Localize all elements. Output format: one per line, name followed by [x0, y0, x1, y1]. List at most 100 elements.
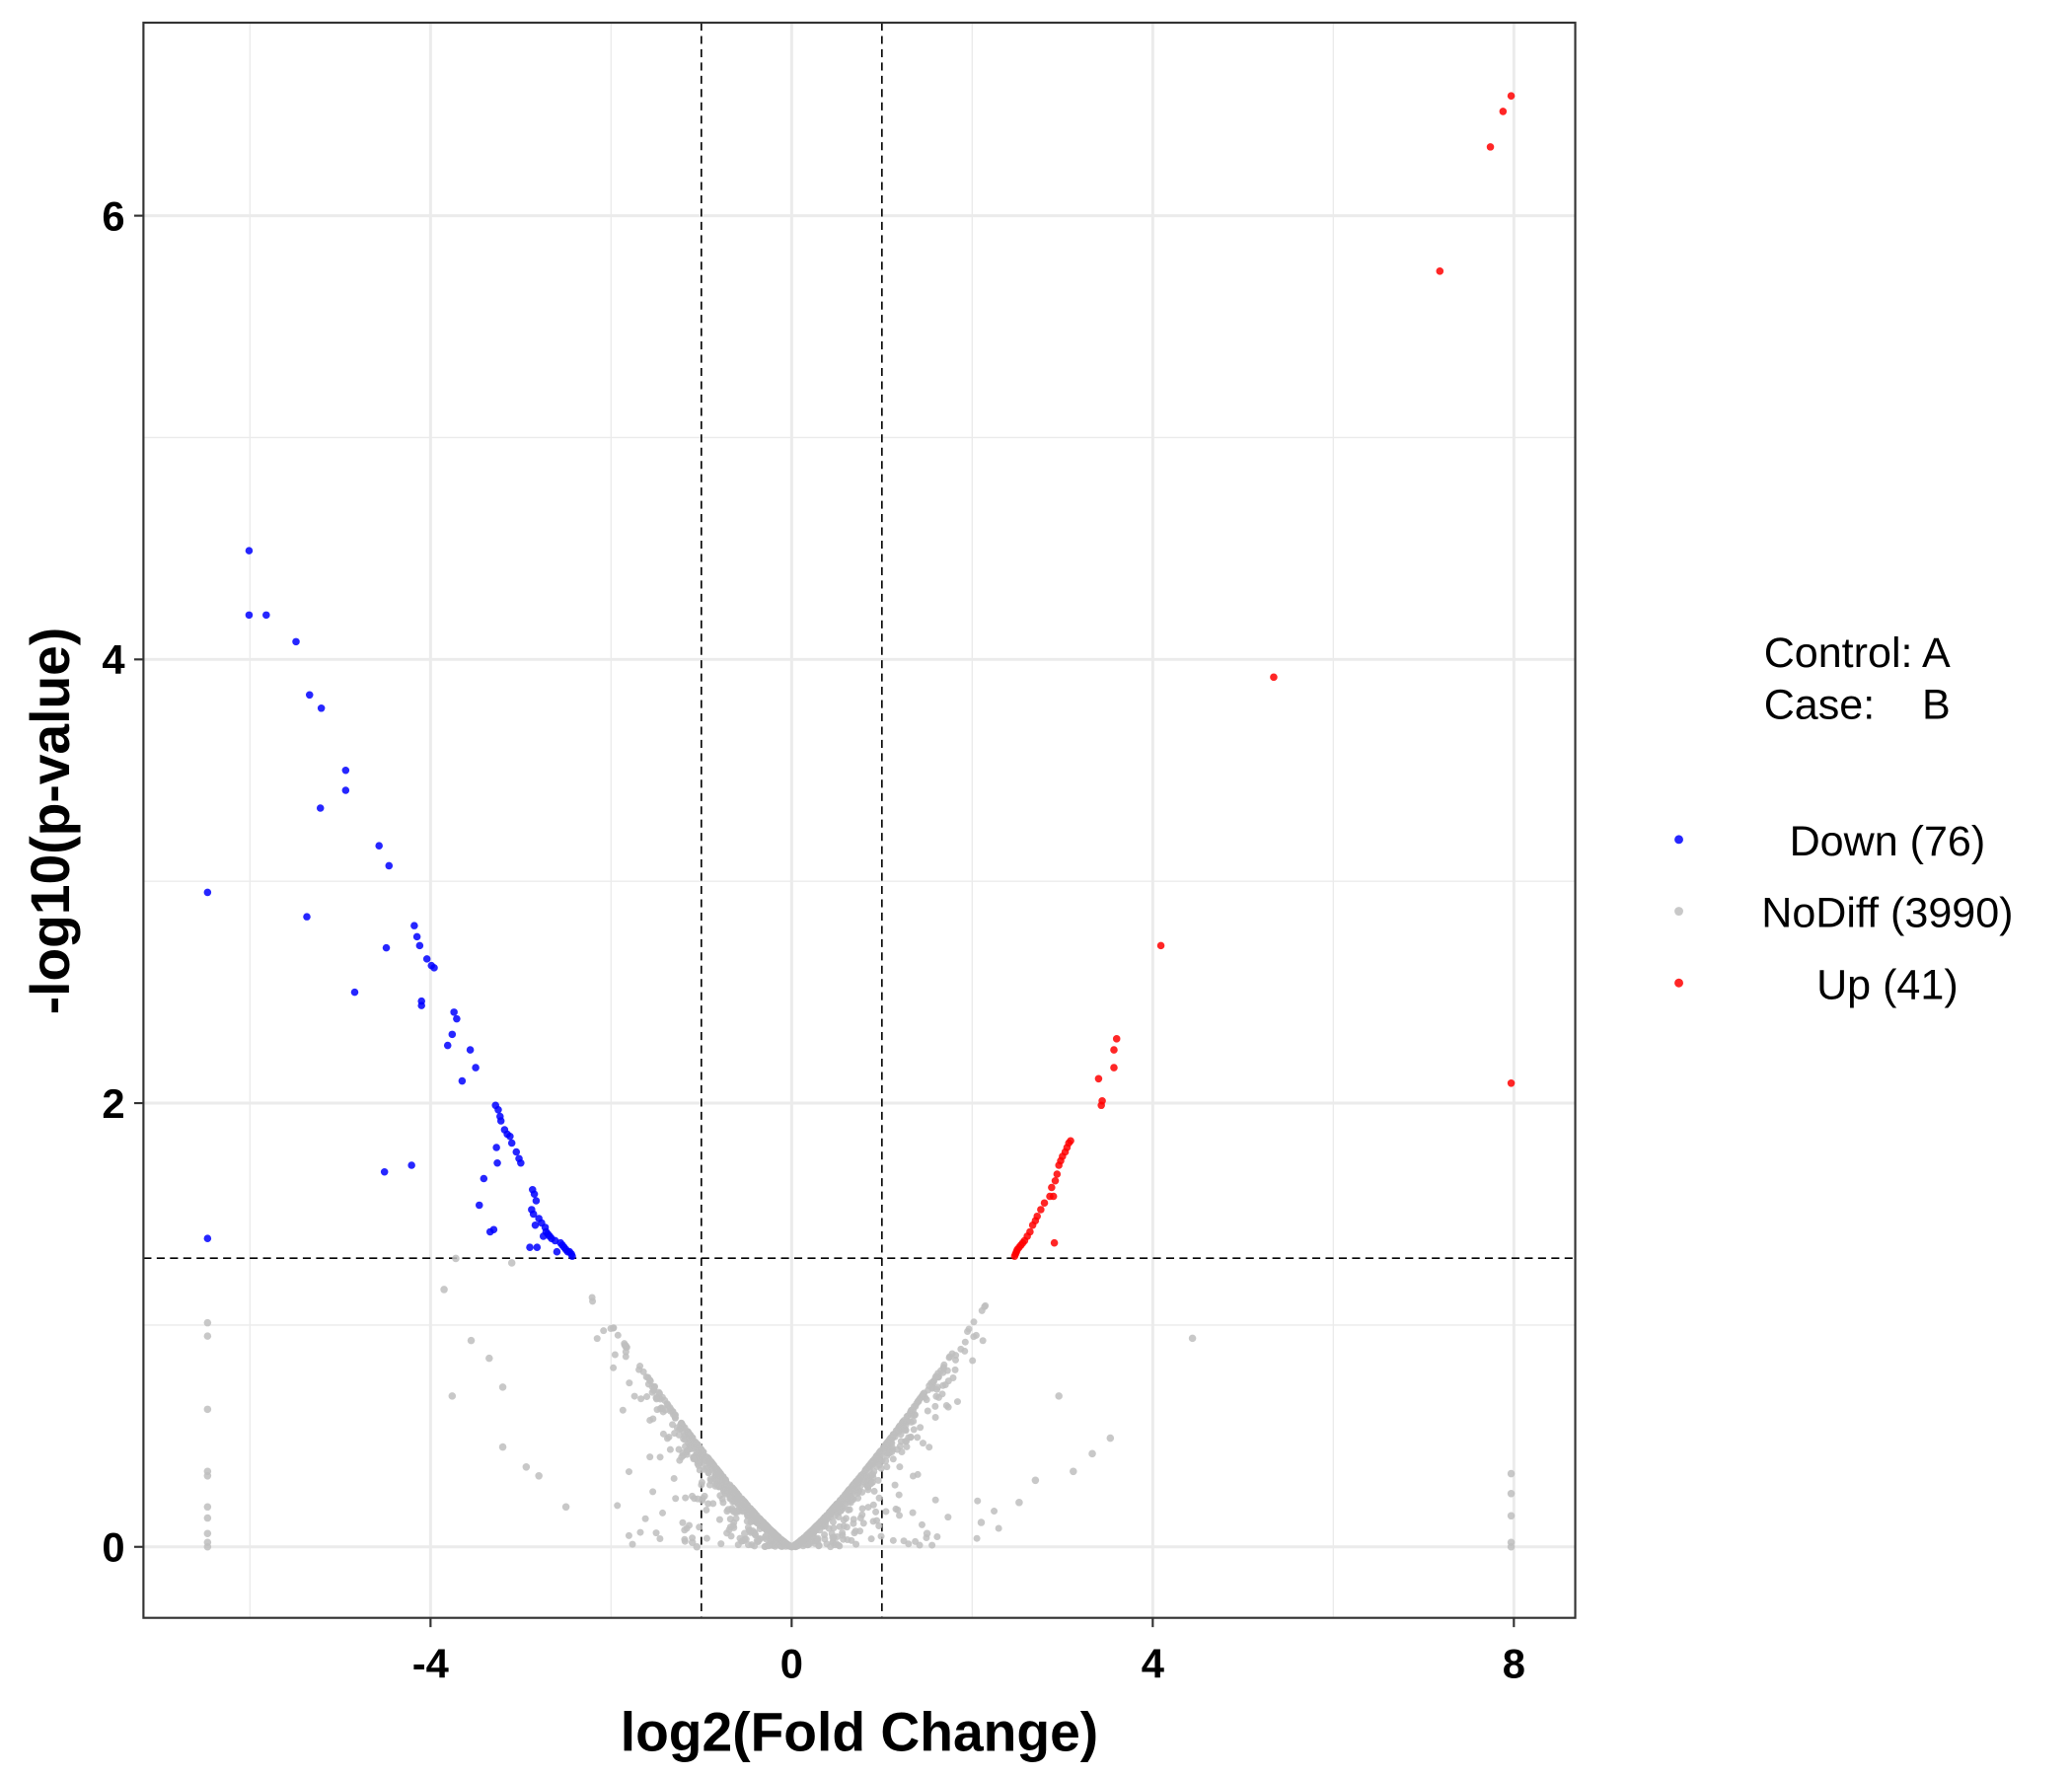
point-nodiff [203, 1503, 212, 1512]
point-down [539, 1232, 548, 1240]
point-nodiff [864, 1504, 872, 1512]
point-nodiff [876, 1449, 884, 1457]
point-nodiff [977, 1518, 986, 1526]
point-nodiff [667, 1407, 675, 1415]
point-nodiff [621, 1340, 629, 1348]
point-up [1010, 1252, 1019, 1260]
point-nodiff [646, 1453, 654, 1461]
point-nodiff [1015, 1499, 1023, 1507]
point-nodiff [203, 1514, 212, 1522]
point-nodiff [862, 1480, 870, 1488]
point-nodiff [614, 1331, 622, 1339]
x-tick-label: 4 [1142, 1640, 1164, 1686]
point-nodiff [652, 1394, 660, 1402]
point-nodiff [745, 1541, 753, 1549]
point-nodiff [1188, 1334, 1197, 1343]
point-nodiff [611, 1351, 619, 1359]
point-nodiff [1507, 1490, 1516, 1498]
point-down [448, 1030, 457, 1039]
point-nodiff [900, 1421, 908, 1429]
point-nodiff [535, 1472, 543, 1480]
point-nodiff [748, 1517, 756, 1525]
point-nodiff [760, 1518, 768, 1526]
point-nodiff [1507, 1542, 1516, 1551]
point-nodiff [686, 1435, 694, 1443]
point-nodiff [203, 1529, 212, 1538]
point-nodiff [681, 1526, 689, 1534]
point-nodiff [862, 1465, 870, 1473]
point-down [466, 1046, 475, 1054]
point-nodiff [709, 1500, 717, 1508]
case-label: Case: B [1764, 681, 1951, 728]
point-nodiff [561, 1503, 570, 1512]
point-nodiff [498, 1443, 507, 1451]
point-nodiff [942, 1401, 950, 1409]
data-points [203, 92, 1516, 1551]
point-nodiff [699, 1495, 706, 1503]
point-nodiff [870, 1487, 878, 1495]
point-nodiff [707, 1477, 715, 1485]
point-nodiff [952, 1352, 960, 1360]
point-nodiff [957, 1345, 965, 1353]
point-nodiff [610, 1364, 618, 1371]
point-up [1028, 1221, 1037, 1229]
point-nodiff [938, 1390, 946, 1398]
point-down [480, 1174, 488, 1183]
point-nodiff [625, 1468, 632, 1476]
point-nodiff [925, 1443, 933, 1451]
point-down [506, 1132, 514, 1141]
point-nodiff [666, 1445, 674, 1453]
point-nodiff [740, 1529, 749, 1538]
point-nodiff [847, 1493, 854, 1501]
point-nodiff [867, 1535, 875, 1543]
point-up [1507, 1079, 1516, 1087]
point-nodiff [682, 1494, 690, 1502]
point-nodiff [630, 1392, 638, 1400]
point-nodiff [625, 1531, 632, 1539]
point-nodiff [593, 1335, 601, 1343]
point-nodiff [965, 1325, 973, 1333]
point-down [415, 941, 424, 950]
point-nodiff [931, 1414, 939, 1422]
point-nodiff [695, 1458, 703, 1466]
legend-key-down [1674, 835, 1683, 845]
point-nodiff [883, 1463, 891, 1471]
point-nodiff [912, 1537, 920, 1545]
point-nodiff [895, 1491, 903, 1499]
point-nodiff [883, 1442, 891, 1449]
point-down [417, 1001, 425, 1009]
point-up [1486, 143, 1495, 151]
legend-label-down: Down (76) [1790, 818, 1986, 865]
x-axis-ticks: -4 0 4 8 [412, 1617, 1525, 1686]
plot-border [142, 21, 1577, 1619]
point-down [553, 1247, 561, 1256]
point-nodiff [765, 1541, 773, 1549]
point-nodiff [909, 1472, 917, 1480]
point-nodiff [754, 1537, 762, 1545]
point-nodiff [830, 1524, 838, 1532]
point-nodiff [789, 1542, 797, 1550]
point-down [529, 1210, 538, 1219]
point-nodiff [844, 1536, 851, 1544]
point-nodiff [923, 1529, 931, 1538]
point-down [427, 961, 436, 970]
point-up [1270, 673, 1278, 682]
point-nodiff [727, 1532, 735, 1540]
point-nodiff [652, 1529, 660, 1537]
point-nodiff [875, 1494, 883, 1502]
point-nodiff [928, 1384, 936, 1392]
point-nodiff [610, 1324, 618, 1332]
point-nodiff [665, 1433, 673, 1441]
point-nodiff [653, 1406, 661, 1414]
point-nodiff [940, 1361, 948, 1369]
point-nodiff [853, 1483, 861, 1491]
point-nodiff [698, 1481, 705, 1489]
point-nodiff [973, 1534, 981, 1542]
point-nodiff [946, 1353, 954, 1361]
point-nodiff [704, 1469, 712, 1477]
y-axis-ticks: 0 2 4 6 [102, 192, 144, 1571]
point-up [1110, 1046, 1118, 1054]
point-down [475, 1201, 483, 1210]
point-down [533, 1243, 542, 1251]
